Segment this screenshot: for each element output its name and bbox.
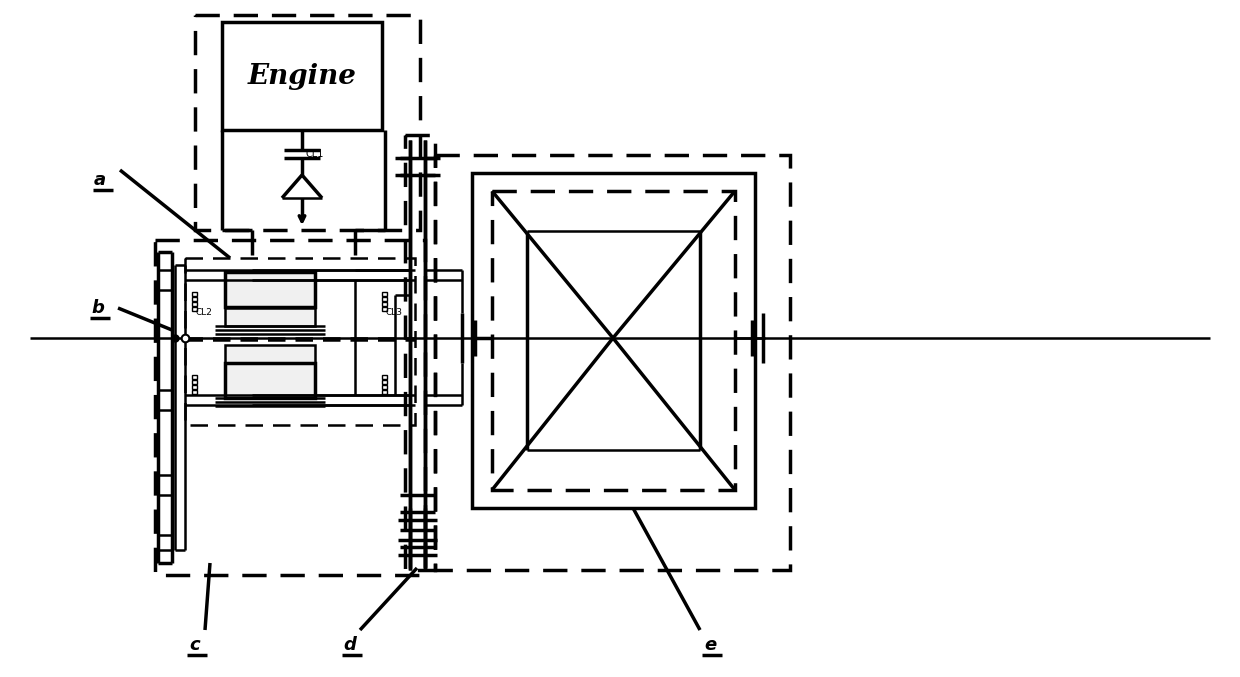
Text: Engine: Engine (248, 62, 356, 89)
Bar (382, 307, 387, 311)
Bar (224, 363, 315, 398)
Bar (222, 22, 382, 130)
Text: b: b (92, 299, 104, 317)
Bar (382, 302, 387, 306)
Bar (405, 135, 435, 570)
Text: c: c (190, 636, 201, 654)
Text: a: a (94, 171, 107, 189)
Bar (224, 308, 315, 326)
Text: d: d (343, 636, 356, 654)
Bar (192, 390, 197, 394)
Bar (192, 302, 197, 306)
Bar (155, 240, 425, 575)
Bar (224, 272, 315, 307)
Bar (382, 385, 387, 389)
Bar (185, 340, 415, 425)
Bar (382, 390, 387, 394)
Text: CL1: CL1 (305, 149, 324, 159)
Text: CL3: CL3 (384, 308, 402, 317)
Bar (192, 307, 197, 311)
Bar (224, 345, 315, 363)
Bar (382, 292, 387, 296)
Bar (472, 173, 755, 508)
Bar (492, 191, 735, 490)
Bar (192, 375, 197, 379)
Text: CL2: CL2 (195, 308, 212, 317)
Bar (192, 385, 197, 389)
Bar (382, 380, 387, 384)
Bar (382, 375, 387, 379)
Bar (195, 15, 420, 230)
Bar (192, 380, 197, 384)
Text: e: e (704, 636, 717, 654)
Bar (192, 297, 197, 301)
Bar (382, 297, 387, 301)
Bar (435, 155, 790, 570)
Bar (185, 258, 415, 338)
Bar (192, 292, 197, 296)
